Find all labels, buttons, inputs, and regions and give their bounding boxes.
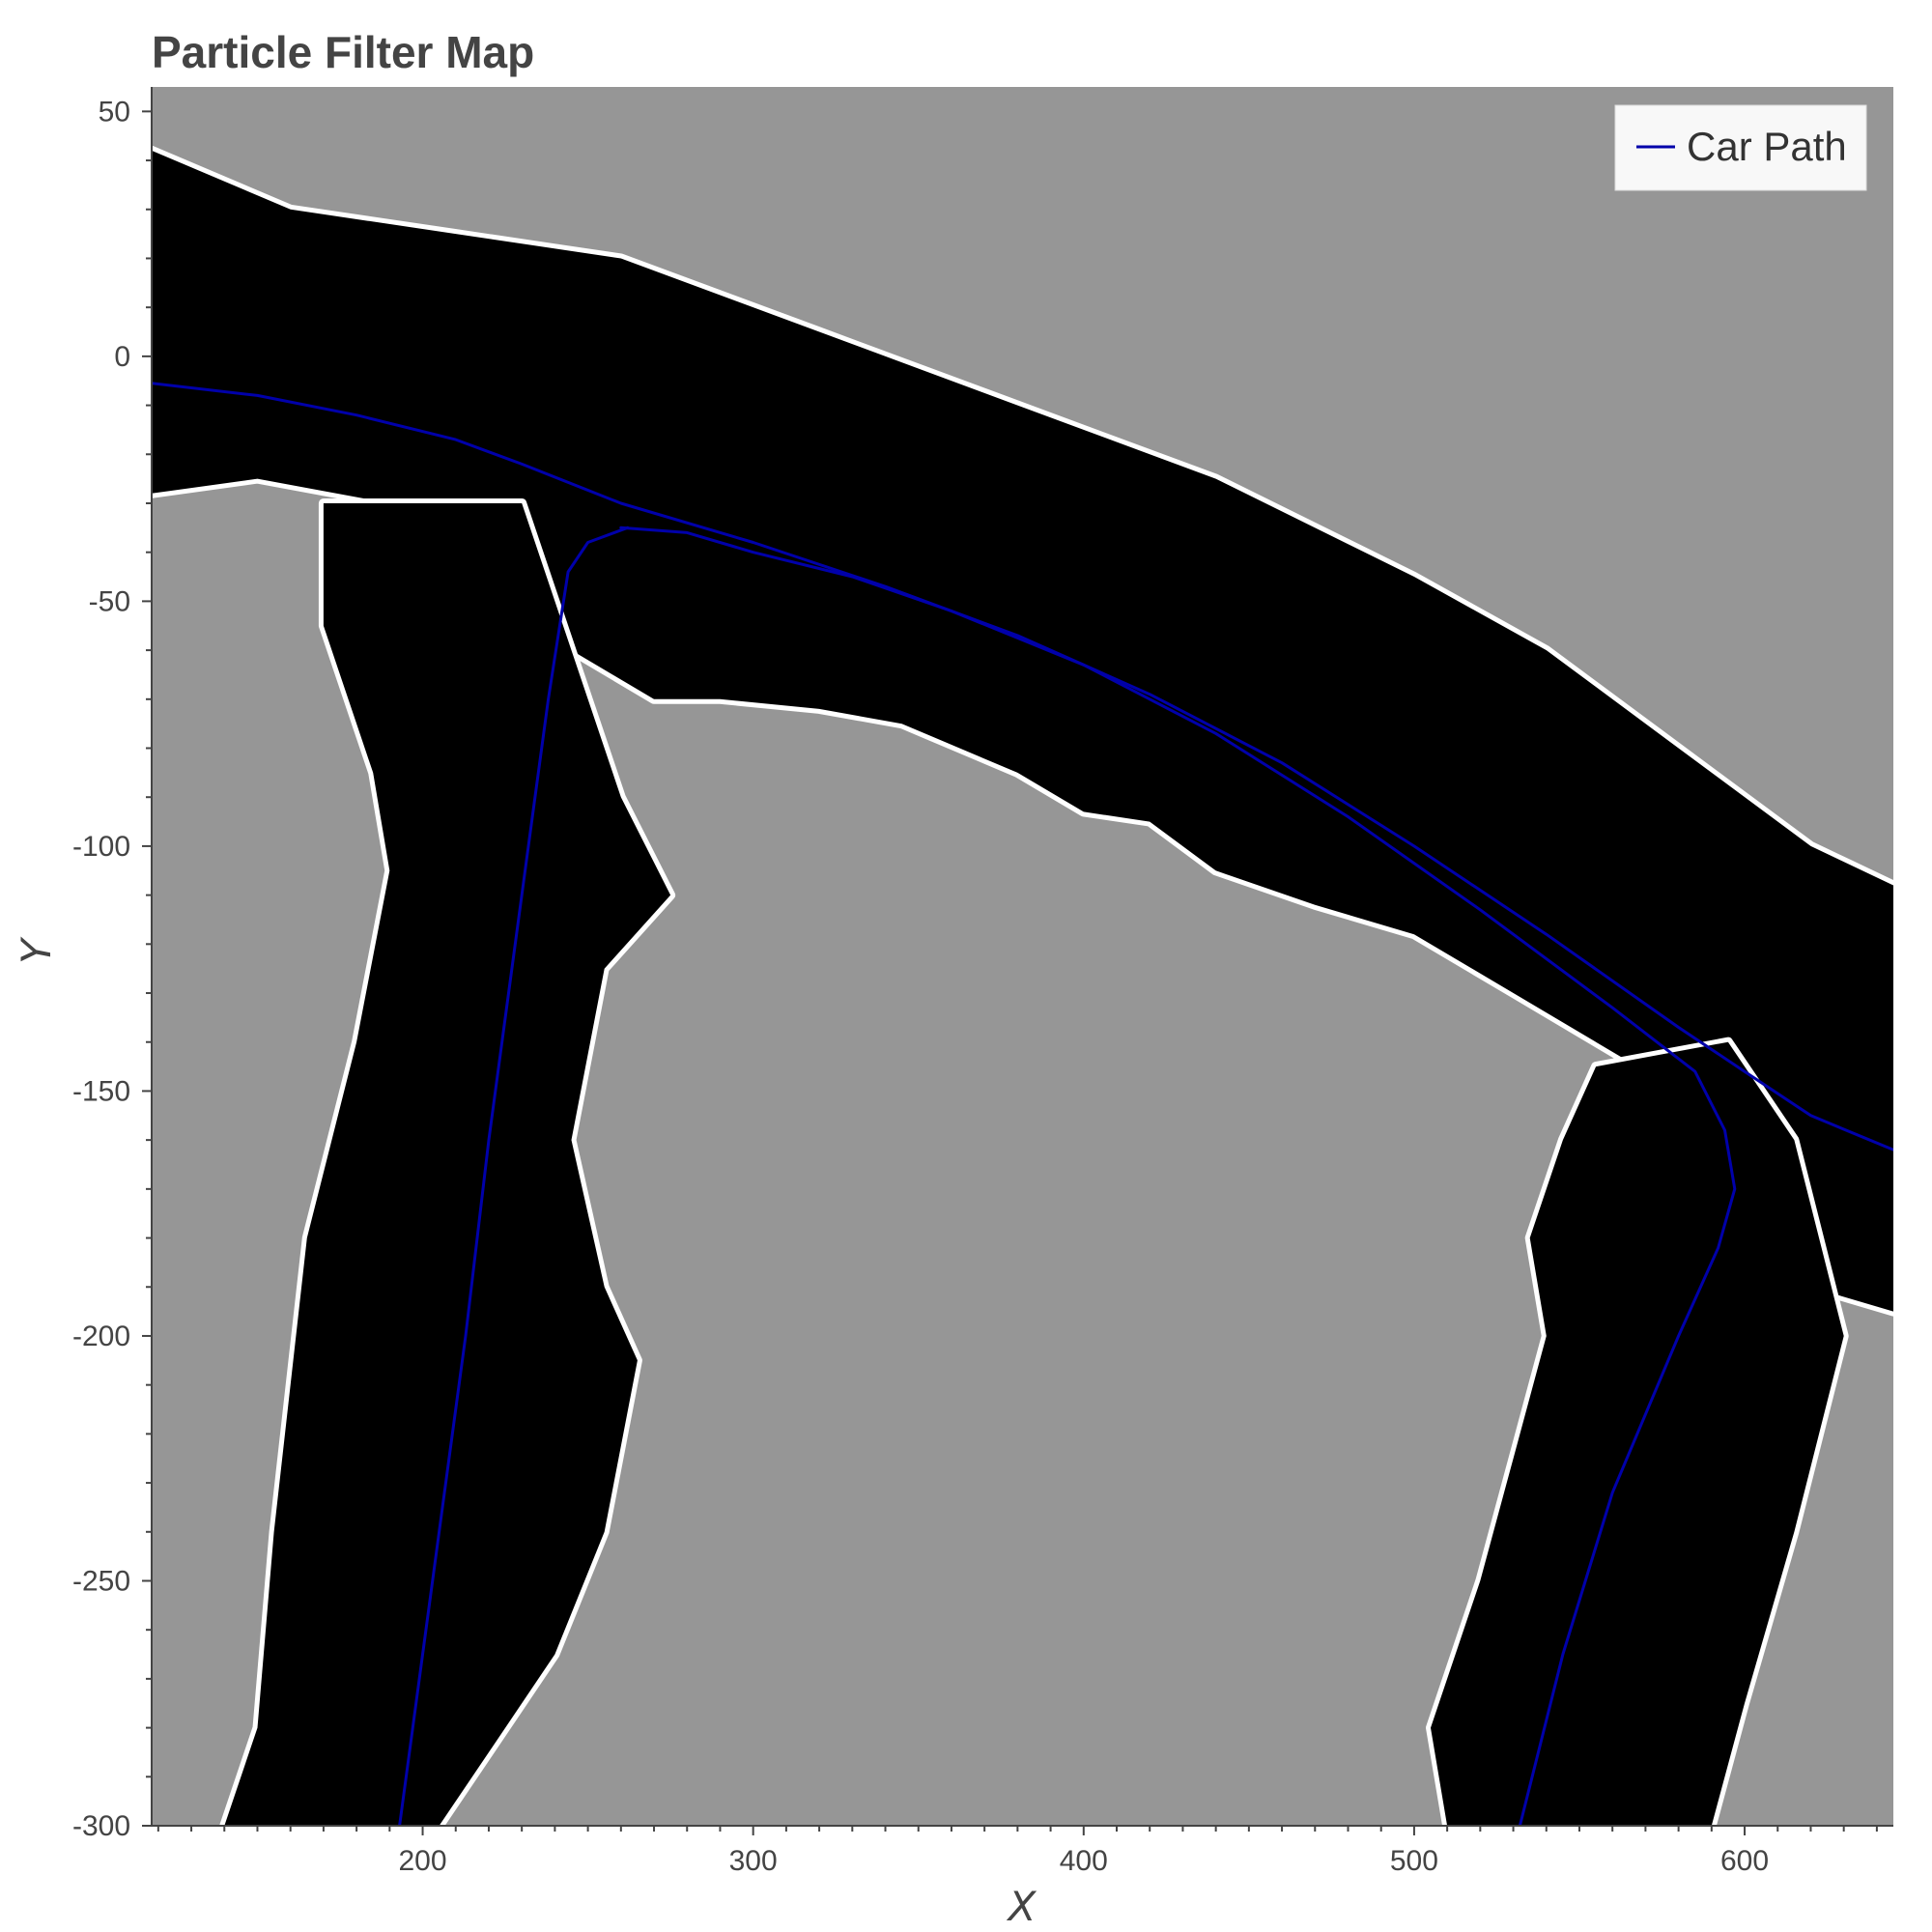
plot-area	[152, 87, 1893, 1826]
x-axis-label: X	[1007, 1883, 1037, 1930]
x-tick-label: 200	[399, 1845, 447, 1877]
legend: Car Path	[1614, 104, 1867, 191]
y-axis-label: Y	[13, 936, 60, 964]
y-tick-label: -300	[72, 1810, 130, 1842]
free-corridor-upper-road	[152, 150, 1893, 1312]
y-tick-label: -250	[72, 1565, 130, 1597]
y-tick-label: -200	[72, 1321, 130, 1352]
x-axis: 200 300 400 500 600	[152, 1825, 1893, 1877]
y-tick-label: -150	[72, 1075, 130, 1107]
y-tick-label: -50	[89, 585, 130, 617]
x-tick-label: 600	[1720, 1845, 1769, 1877]
car-path-series	[152, 382, 1893, 1826]
y-axis: 50 0 -50 -100 -150 -200 -250 -300	[72, 87, 153, 1842]
y-tick-label: -100	[72, 831, 130, 863]
x-tick-label: 400	[1060, 1845, 1108, 1877]
y-tick-label: 50	[99, 96, 130, 128]
y-tick-label: 0	[114, 341, 130, 373]
chart-title: Particle Filter Map	[152, 27, 534, 77]
car-path-line-3	[398, 526, 630, 1826]
car-path-line-2	[619, 526, 1737, 1826]
x-tick-label: 300	[729, 1845, 778, 1877]
x-tick-label: 500	[1390, 1845, 1438, 1877]
occupancy-map	[152, 145, 1893, 1826]
car-path-line-1	[152, 382, 1893, 1151]
free-corridor-left-branch	[224, 503, 671, 1826]
legend-label-car-path: Car Path	[1687, 124, 1847, 169]
